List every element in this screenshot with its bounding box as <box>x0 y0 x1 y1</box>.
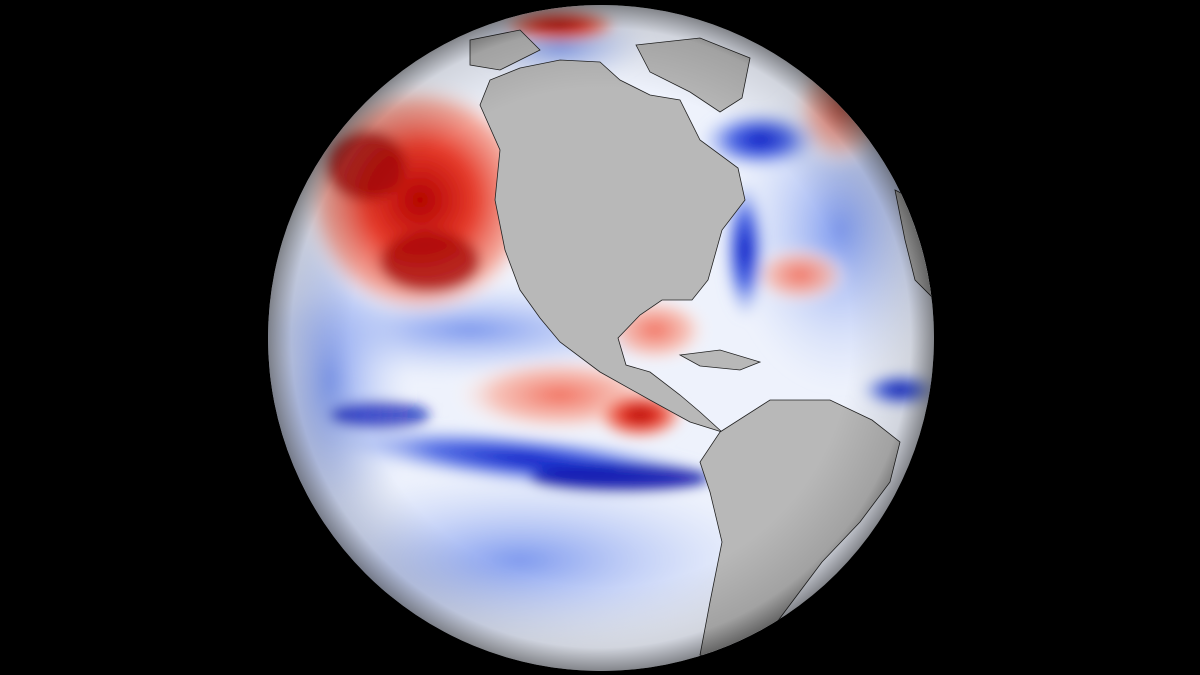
limb-shading <box>268 5 934 671</box>
globe <box>268 5 934 671</box>
